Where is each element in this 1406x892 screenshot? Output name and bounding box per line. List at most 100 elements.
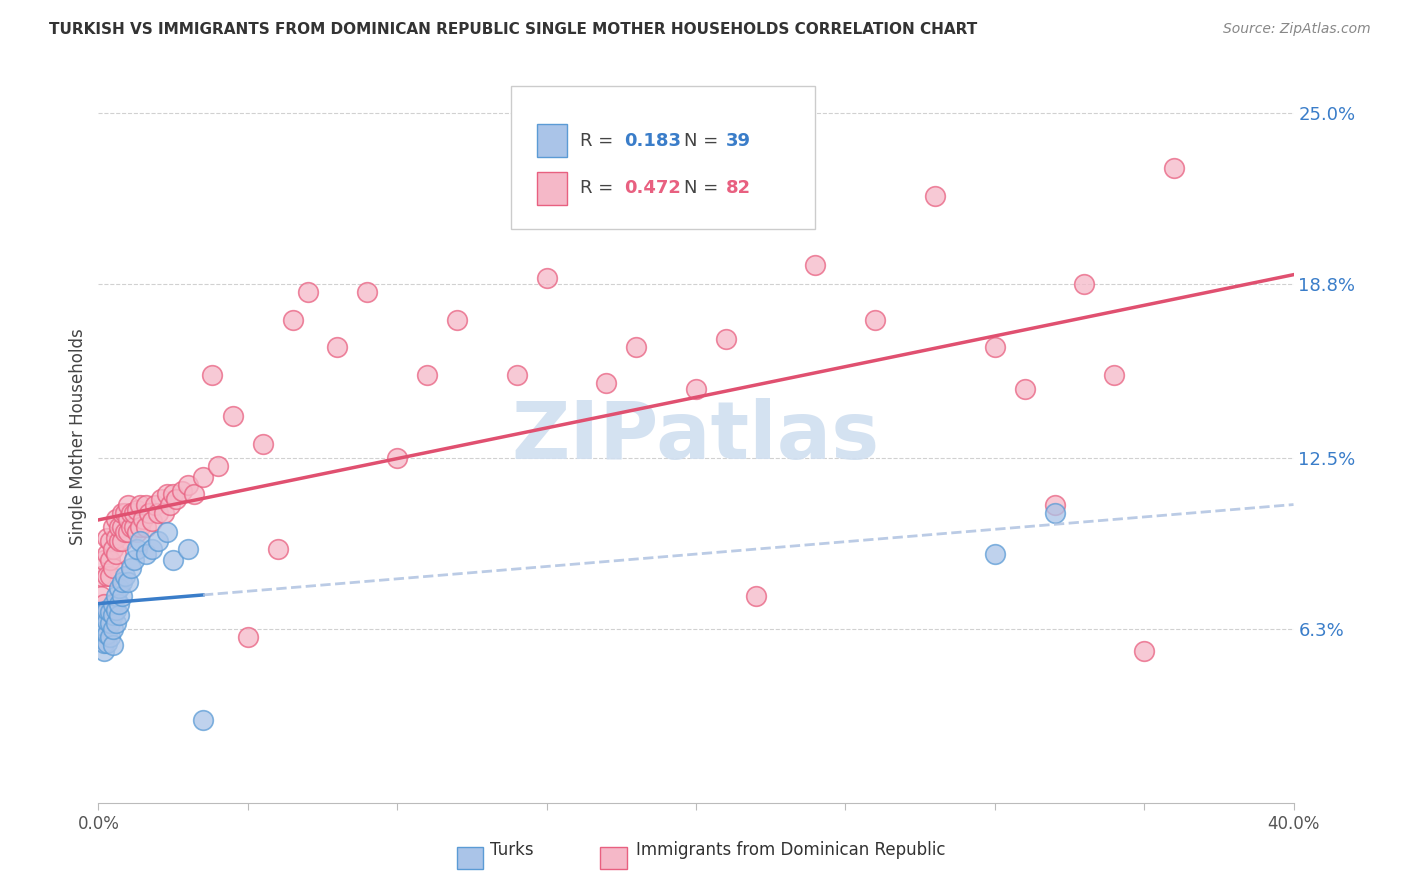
Point [103, 597, 125, 611]
Point [108, 597, 131, 611]
Point [1163, 161, 1185, 175]
Point [191, 470, 214, 484]
Point [191, 713, 214, 727]
Point [117, 498, 139, 512]
Point [129, 498, 152, 512]
Point [96, 614, 118, 628]
Point [93, 619, 115, 633]
Point [127, 503, 149, 517]
Point [96, 627, 118, 641]
Point [141, 541, 163, 556]
Point [1133, 644, 1156, 658]
Point [124, 553, 146, 567]
Text: 39: 39 [725, 132, 751, 150]
Point [236, 630, 259, 644]
Point [745, 589, 768, 603]
Point [108, 520, 131, 534]
Point [93, 636, 115, 650]
Point [93, 608, 115, 623]
Point [103, 622, 125, 636]
Point [156, 525, 179, 540]
Text: R =: R = [581, 179, 619, 197]
Point [1014, 382, 1036, 396]
Point [804, 258, 827, 272]
Point [108, 581, 131, 595]
Point [356, 285, 378, 300]
Point [93, 597, 115, 611]
Point [105, 531, 128, 545]
Point [138, 506, 160, 520]
Point [103, 541, 125, 556]
Point [162, 486, 184, 500]
Text: 0.183: 0.183 [624, 132, 682, 150]
Point [114, 506, 136, 520]
Point [416, 368, 439, 382]
Point [148, 506, 170, 520]
Point [153, 506, 176, 520]
Point [626, 340, 648, 354]
Point [135, 548, 157, 562]
Point [98, 553, 122, 567]
Point [105, 616, 128, 631]
Point [685, 382, 707, 396]
Point [93, 644, 115, 658]
Point [385, 450, 409, 465]
Point [114, 525, 136, 540]
Point [114, 569, 136, 583]
Point [159, 498, 181, 512]
Point [129, 520, 152, 534]
Point [177, 541, 200, 556]
Point [111, 589, 134, 603]
Point [150, 492, 173, 507]
Point [135, 520, 157, 534]
Point [183, 486, 205, 500]
Text: 82: 82 [725, 179, 751, 197]
Point [984, 548, 1007, 562]
Point [222, 409, 245, 424]
Point [595, 376, 617, 391]
Text: TURKISH VS IMMIGRANTS FROM DOMINICAN REPUBLIC SINGLE MOTHER HOUSEHOLDS CORRELATI: TURKISH VS IMMIGRANTS FROM DOMINICAN REP… [49, 22, 977, 37]
Point [103, 639, 125, 653]
Point [924, 188, 946, 202]
Point [98, 569, 122, 583]
Point [148, 533, 170, 548]
Point [172, 483, 194, 498]
Point [201, 368, 224, 382]
Text: Immigrants from Dominican Republic: Immigrants from Dominican Republic [637, 841, 946, 859]
Point [111, 533, 134, 548]
FancyBboxPatch shape [537, 172, 567, 205]
Point [117, 525, 139, 540]
Point [90, 589, 112, 603]
FancyBboxPatch shape [537, 124, 567, 157]
Point [124, 520, 146, 534]
Point [108, 533, 131, 548]
Point [446, 312, 468, 326]
FancyBboxPatch shape [457, 847, 484, 869]
Point [120, 520, 142, 534]
Point [865, 312, 887, 326]
Point [143, 498, 166, 512]
Point [984, 340, 1007, 354]
Point [105, 602, 128, 616]
Point [127, 525, 149, 540]
Point [111, 520, 134, 534]
Point [96, 548, 118, 562]
Text: R =: R = [581, 132, 619, 150]
Point [177, 478, 200, 492]
Point [105, 589, 128, 603]
Point [127, 541, 149, 556]
Point [117, 511, 139, 525]
Point [96, 602, 118, 616]
Point [536, 271, 558, 285]
Point [111, 574, 134, 589]
Point [90, 624, 112, 639]
Point [103, 608, 125, 623]
Point [105, 548, 128, 562]
Point [117, 574, 139, 589]
Point [120, 506, 142, 520]
Point [120, 561, 142, 575]
Y-axis label: Single Mother Households: Single Mother Households [69, 329, 87, 545]
Point [162, 553, 184, 567]
Point [1043, 506, 1066, 520]
Point [132, 511, 155, 525]
